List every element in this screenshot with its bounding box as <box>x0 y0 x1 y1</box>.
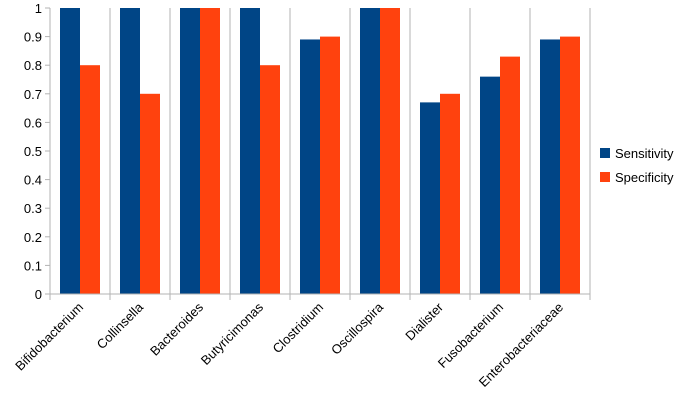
bar-sensitivity <box>180 8 200 294</box>
y-tick-label: 0.4 <box>24 173 42 188</box>
y-tick-label: 1 <box>35 1 42 16</box>
bar-sensitivity <box>60 8 80 294</box>
y-tick-label: 0 <box>35 287 42 302</box>
legend-label-sensitivity: Sensitivity <box>615 146 674 161</box>
x-tick-label: Oscillospira <box>328 299 387 358</box>
bar-specificity <box>560 36 580 294</box>
y-tick-label: 0.9 <box>24 30 42 45</box>
y-tick-label: 0.8 <box>24 58 42 73</box>
grid-layer <box>49 8 591 300</box>
legend: Sensitivity Specificity <box>600 146 674 185</box>
bar-sensitivity <box>540 39 560 295</box>
x-tick-label: Collinsella <box>94 299 147 352</box>
bar-sensitivity <box>360 8 380 294</box>
legend-label-specificity: Specificity <box>615 170 674 185</box>
legend-swatch-sensitivity <box>600 148 610 158</box>
bar-sensitivity <box>300 39 320 295</box>
bar-specificity <box>260 65 280 294</box>
bar-specificity <box>500 56 520 295</box>
y-tick-label: 0.5 <box>24 144 42 159</box>
bar-specificity <box>440 93 460 294</box>
bar-specificity <box>200 8 220 294</box>
x-tick-label: Bacteroides <box>147 299 207 359</box>
x-tick-label: Butyricimonas <box>198 299 267 368</box>
bar-sensitivity <box>240 8 260 294</box>
x-tick-label: Dialister <box>402 299 446 343</box>
bar-sensitivity <box>420 102 440 294</box>
y-tick-label: 0.6 <box>24 115 42 130</box>
bar-sensitivity <box>480 76 500 294</box>
legend-swatch-specificity <box>600 172 610 182</box>
y-tick-label: 0.2 <box>24 230 42 245</box>
bar-specificity <box>320 36 340 294</box>
y-tick-label: 0.7 <box>24 87 42 102</box>
bar-layer <box>60 8 580 295</box>
bar-specificity <box>80 65 100 294</box>
x-tick-label: Clostridium <box>270 300 327 357</box>
y-tick-label: 0.1 <box>24 258 42 273</box>
bar-sensitivity <box>120 8 140 294</box>
y-tick-label: 0.3 <box>24 201 42 216</box>
bar-specificity <box>140 93 160 294</box>
bar-specificity <box>380 8 400 294</box>
x-tick-label: Bifidobacterium <box>12 300 86 374</box>
